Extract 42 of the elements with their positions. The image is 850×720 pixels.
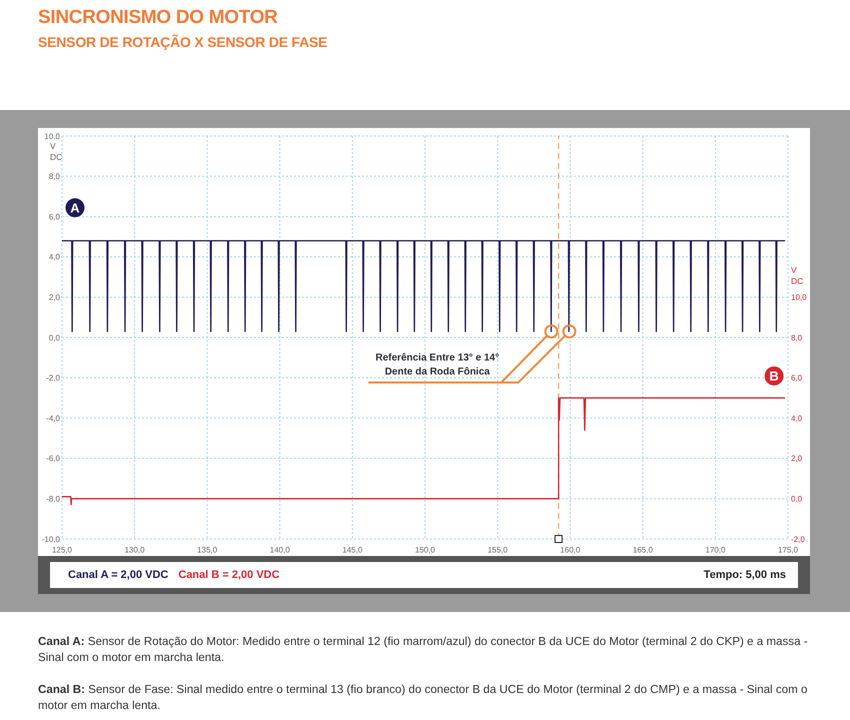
x-tick-label: 130,0 xyxy=(124,546,146,555)
chart-title: SINCRONISMO DO MOTOR xyxy=(38,7,278,29)
text: Tempo: 5,00 ms xyxy=(704,569,786,581)
y-tick-label: 8,0 xyxy=(48,172,61,182)
y-tick-label: -10,0 xyxy=(42,534,61,544)
text: Canal B = 2,00 VDC xyxy=(178,569,280,581)
y2-tick-label: 2,0 xyxy=(791,454,803,464)
x-tick-label: 145,0 xyxy=(342,546,363,555)
x-tick-label: 150,0 xyxy=(414,546,436,555)
line-series xyxy=(62,397,786,506)
x-tick-label: 140,0 xyxy=(270,546,290,555)
y-axis-title: V DC xyxy=(50,141,62,163)
text: Canal B: Sensor de Fase: Sinal medido entre o terminal 13 (fio branco) do conector B da UCE do Motor (terminal 2 do CMP) e a massa - Sinal com o motor em marcha lenta. xyxy=(38,682,808,714)
x-tick-label: 155,0 xyxy=(488,546,508,555)
x-tick-label: 175,0 xyxy=(778,546,799,555)
y-tick-label: 10,0 xyxy=(44,132,61,141)
y2-axis-title: V DC xyxy=(791,265,804,287)
series-label: A xyxy=(70,200,80,216)
y-tick-label: 2,0 xyxy=(48,293,61,302)
y-tick-label: 6,0 xyxy=(48,212,61,222)
annotation: Referência Entre 13° e 14° Dente da Roda Fônica xyxy=(376,352,500,378)
y2-tick-label: 0,0 xyxy=(791,494,803,504)
y-tick-label: -2,0 xyxy=(46,374,61,383)
x-tick-label: 160,0 xyxy=(560,546,581,555)
y-tick-label: -4,0 xyxy=(46,414,61,423)
y-tick-label: 0,0 xyxy=(48,333,61,342)
x-tick-label: 165,0 xyxy=(632,546,654,555)
y2-tick-label: -2,0 xyxy=(791,534,806,544)
x-tick-label: 135,0 xyxy=(197,546,218,555)
y2-tick-label: 4,0 xyxy=(791,414,803,423)
text: Canal A = 2,00 VDC xyxy=(68,569,168,581)
x-tick-label: 125,0 xyxy=(52,546,73,555)
y-tick-label: 4,0 xyxy=(48,252,61,262)
y2-tick-label: 8,0 xyxy=(791,333,803,342)
y-tick-label: -6,0 xyxy=(46,454,61,464)
text: Canal A: Sensor de Rotação do Motor: Medido entre o terminal 12 (fio marrom/azul) do conector B da UCE do Motor (terminal 2 do CKP) e a massa - Sinal com o motor em marcha lenta. xyxy=(38,634,809,666)
chart-subtitle: SENSOR DE ROTAÇÃO X SENSOR DE FASE xyxy=(38,34,328,50)
y2-tick-label: 6,0 xyxy=(791,374,803,383)
series-label: B xyxy=(769,368,779,384)
y2-tick-label: 10,0 xyxy=(791,293,808,302)
y-tick-label: -8,0 xyxy=(46,494,61,504)
x-tick-label: 170,0 xyxy=(705,546,726,555)
